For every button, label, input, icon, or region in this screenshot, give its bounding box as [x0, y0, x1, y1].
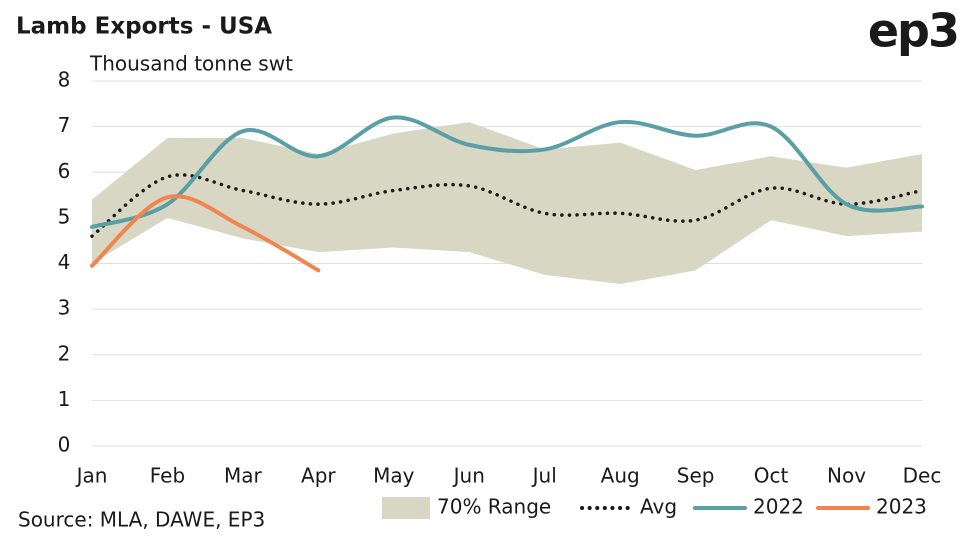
x-tick-label: Aug: [601, 464, 640, 488]
y-tick-label: 8: [58, 68, 71, 92]
source: Source: MLA, DAWE, EP3: [18, 508, 265, 532]
y-tick-label: 7: [58, 113, 71, 137]
y-tick-label: 0: [58, 433, 71, 457]
x-tick-label: Mar: [224, 464, 263, 488]
y-axis-label: Thousand tonne swt: [89, 52, 293, 76]
x-tick-label: Apr: [301, 464, 336, 488]
x-tick-label: Jan: [75, 464, 108, 488]
legend-label: 2023: [876, 495, 927, 519]
legend-label: 70% Range: [437, 495, 551, 519]
x-tick-label: May: [373, 464, 415, 488]
x-tick-label: Nov: [827, 464, 866, 488]
y-tick-label: 5: [58, 204, 71, 228]
y-tick-label: 2: [58, 341, 71, 365]
x-tick-label: Jun: [452, 464, 485, 488]
y-tick-label: 4: [58, 250, 71, 274]
legend-label: Avg: [640, 495, 677, 519]
x-tick-label: Sep: [677, 464, 715, 488]
range-area: [92, 122, 922, 285]
chart-title: Lamb Exports - USA: [16, 14, 272, 40]
legend-swatch: [382, 497, 430, 519]
series-line: [90, 115, 924, 229]
y-tick-label: 6: [58, 159, 71, 183]
series-line: [90, 194, 321, 273]
legend-label: 2022: [753, 495, 804, 519]
y-tick-label: 3: [58, 296, 71, 320]
x-tick-label: Feb: [150, 464, 185, 488]
series-line: [90, 173, 924, 238]
x-tick-label: Dec: [903, 464, 942, 488]
logo: ep3: [868, 4, 958, 58]
y-tick-label: 1: [58, 387, 71, 411]
x-tick-label: Oct: [754, 464, 789, 488]
x-tick-label: Jul: [531, 464, 557, 488]
